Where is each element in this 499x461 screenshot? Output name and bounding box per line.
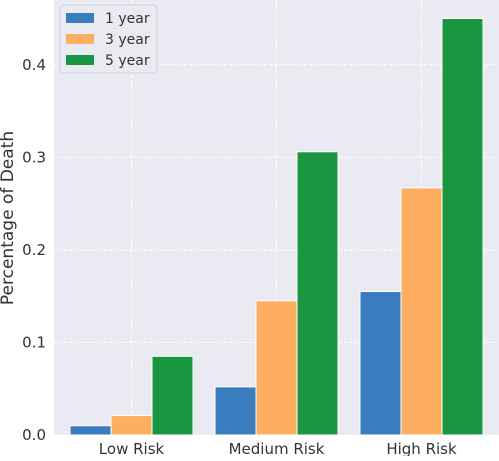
- x-tick-labels: Low Risk Medium Risk High Risk: [99, 440, 457, 458]
- x-tick-label: Medium Risk: [229, 440, 325, 456]
- bar-3-year-0: [110, 415, 153, 436]
- y-tick-label: 0.0: [22, 426, 46, 444]
- x-tick-label: Low Risk: [99, 440, 165, 456]
- bar-5-year-1: [296, 151, 339, 436]
- legend-swatch: [66, 55, 94, 65]
- y-axis-label: Percentage of Death: [0, 131, 18, 305]
- bar-3-year-1: [255, 300, 298, 436]
- y-tick-label: 0.3: [22, 148, 46, 166]
- bar-5-year-0: [151, 355, 194, 436]
- bars: [69, 18, 484, 436]
- legend-swatch: [66, 13, 94, 23]
- bar-1-year-2: [359, 291, 402, 436]
- y-tick-label: 0.2: [22, 241, 46, 259]
- bar-1-year-0: [69, 425, 112, 436]
- legend: 1 year 3 year 5 year: [59, 4, 158, 74]
- legend-swatch: [66, 34, 94, 44]
- y-tick-label: 0.4: [22, 56, 46, 74]
- bar-1-year-1: [214, 386, 257, 436]
- bar-3-year-2: [400, 187, 443, 436]
- y-tick-labels: 0.0 0.1 0.2 0.3 0.4: [22, 56, 46, 444]
- x-tick-label: High Risk: [386, 440, 457, 456]
- legend-label: 1 year: [105, 11, 150, 27]
- bar-5-year-2: [441, 18, 484, 436]
- y-tick-label: 0.1: [22, 333, 46, 351]
- legend-label: 5 year: [105, 53, 150, 69]
- legend-label: 3 year: [105, 32, 150, 48]
